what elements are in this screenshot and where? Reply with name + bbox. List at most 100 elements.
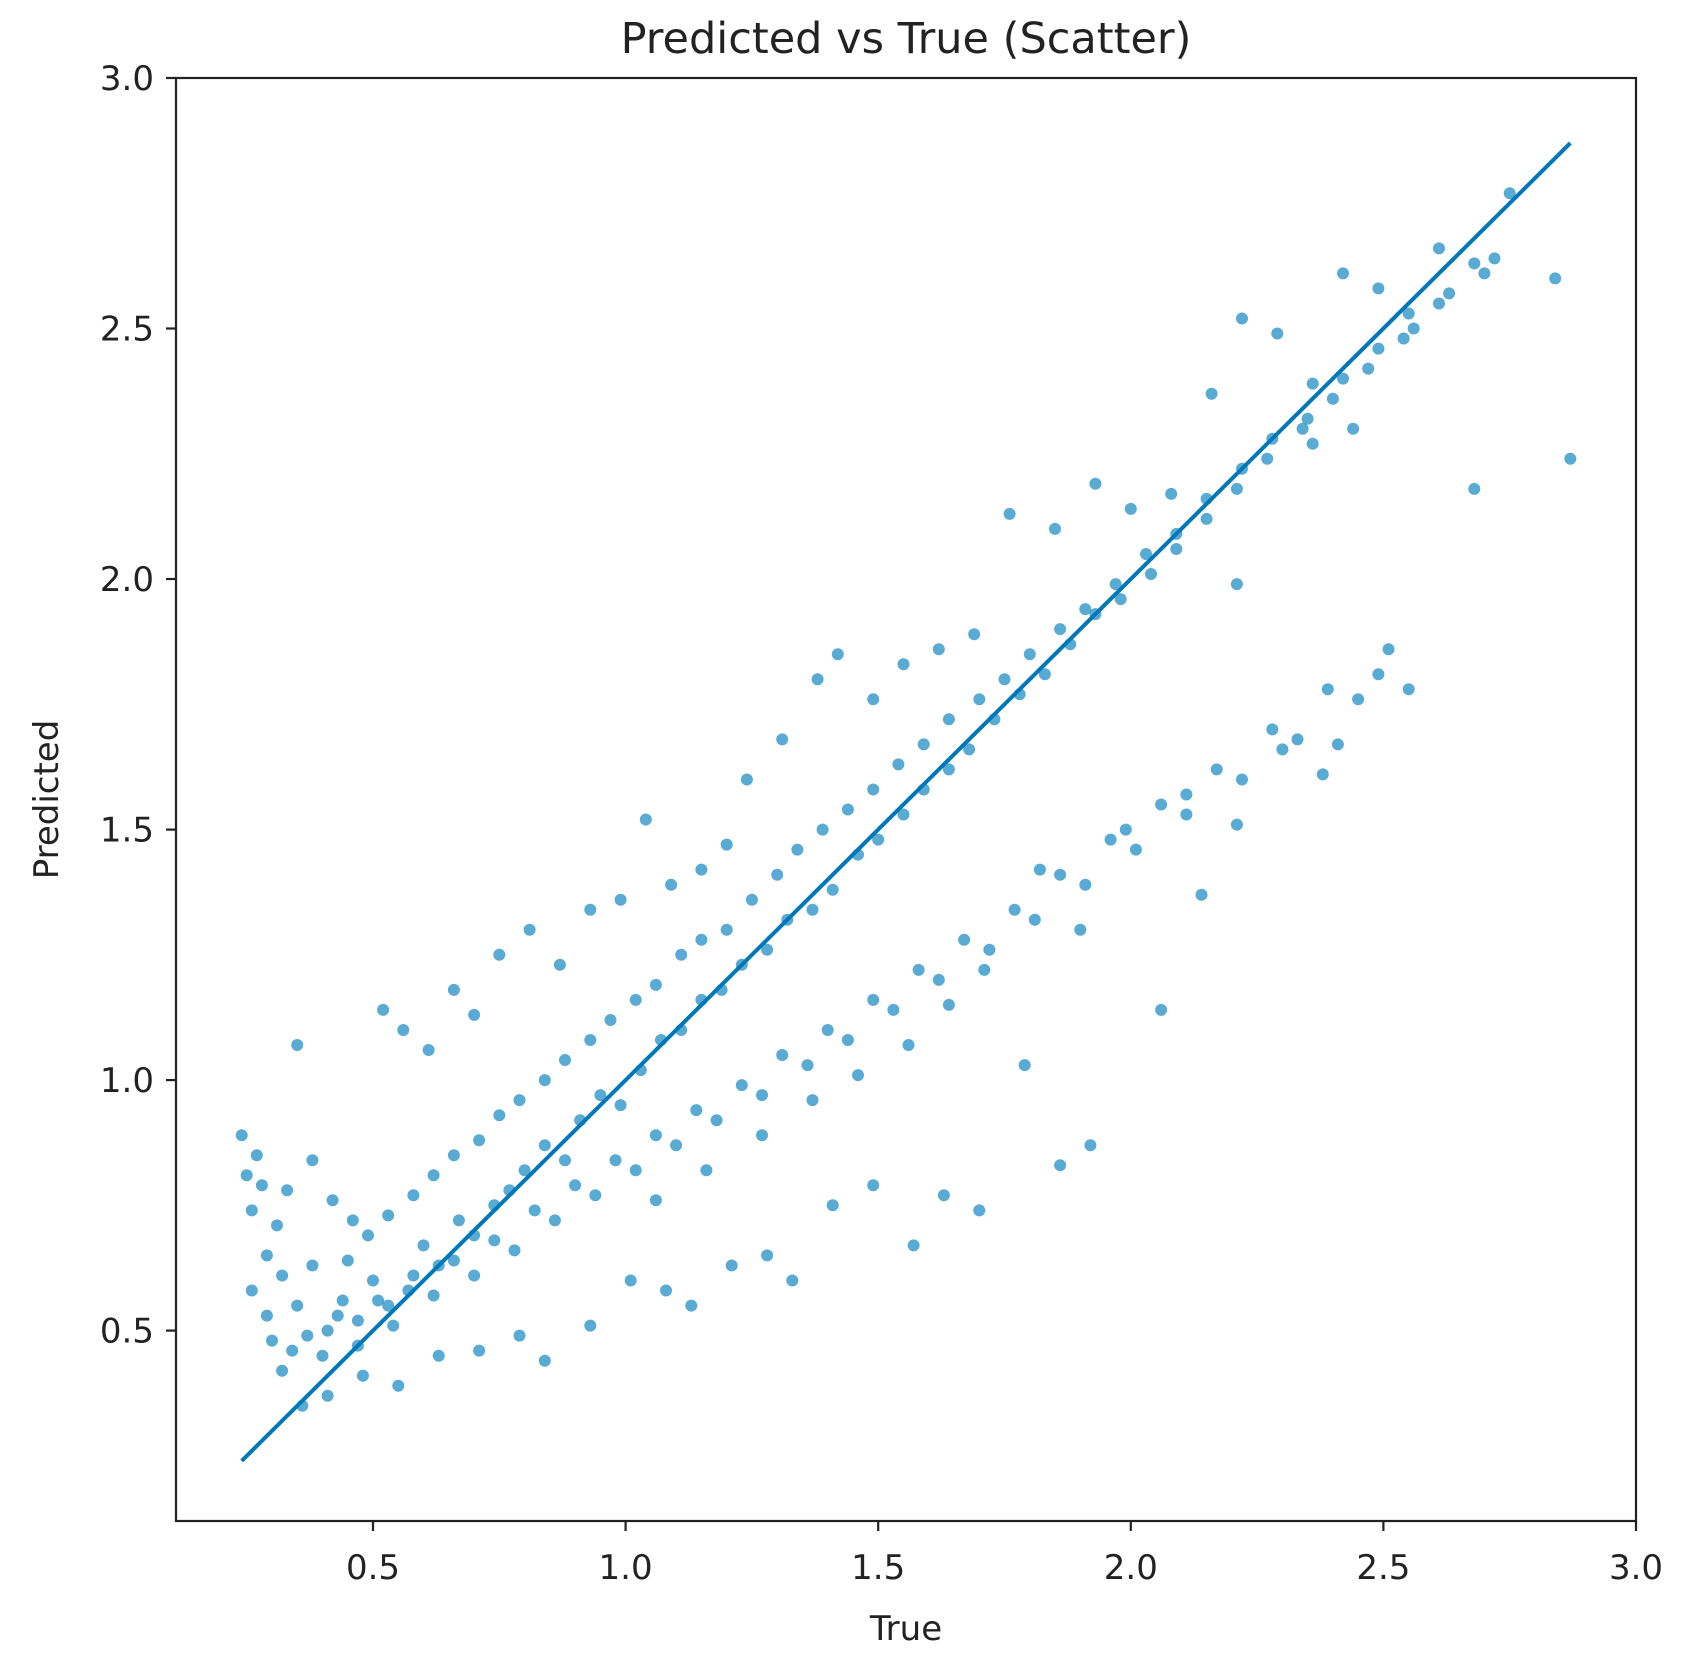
scatter-point-40 xyxy=(1205,387,1218,400)
identity-line xyxy=(240,141,1572,1463)
scatter-point-175 xyxy=(745,893,758,906)
scatter-point-49 xyxy=(1503,187,1516,200)
scatter-point-222 xyxy=(690,1104,703,1117)
x-axis-label: True xyxy=(869,1609,942,1649)
scatter-point-157 xyxy=(341,1254,354,1267)
scatter-point-38 xyxy=(1124,502,1137,515)
scatter-point-66 xyxy=(761,1249,774,1262)
scatter-point-72 xyxy=(973,1204,986,1217)
scatter-point-36 xyxy=(1049,522,1061,535)
scatter-point-35 xyxy=(1003,507,1016,520)
x-axis-ticks: 0.5 1.0 1.5 2.0 2.5 3.0 xyxy=(346,1521,1663,1588)
scatter-point-84 xyxy=(1468,482,1481,495)
scatter-point-207 xyxy=(387,1319,400,1332)
y-tick-label-2: 1.0 xyxy=(100,1061,154,1101)
scatter-point-26 xyxy=(720,838,733,851)
scatter-point-27 xyxy=(740,773,753,786)
scatter-point-59 xyxy=(513,1329,526,1342)
scatter-point-94 xyxy=(942,998,955,1011)
scatter-point-62 xyxy=(624,1274,637,1287)
scatter-point-196 xyxy=(1337,372,1349,385)
scatter-point-225 xyxy=(756,1089,768,1102)
scatter-point-89 xyxy=(1180,788,1193,801)
scatter-point-97 xyxy=(806,1094,819,1107)
scatter-point-213 xyxy=(508,1244,521,1257)
scatter-point-32 xyxy=(897,658,910,671)
scatter-point-116 xyxy=(594,1089,607,1102)
scatter-point-169 xyxy=(604,1014,617,1026)
scatter-point-31 xyxy=(867,693,880,706)
scatter-point-42 xyxy=(1271,327,1284,340)
scatter-point-195 xyxy=(1301,412,1314,425)
scatter-point-224 xyxy=(735,1079,748,1092)
scatter-point-226 xyxy=(776,1049,789,1061)
scatter-point-229 xyxy=(841,1034,854,1046)
scatter-point-212 xyxy=(488,1234,501,1247)
scatter-point-106 xyxy=(417,1239,430,1252)
scatter-point-50 xyxy=(1549,272,1562,285)
scatter-point-95 xyxy=(902,1039,915,1051)
scatter-point-11 xyxy=(326,1194,339,1207)
scatter-point-158 xyxy=(362,1229,374,1242)
scatter-point-249 xyxy=(1352,693,1365,706)
scatter-point-155 xyxy=(306,1259,319,1272)
scatter-point-232 xyxy=(912,963,925,976)
scatter-point-165 xyxy=(513,1094,526,1107)
scatter-point-200 xyxy=(1488,252,1501,265)
scatter-point-18 xyxy=(493,948,506,961)
scatter-point-160 xyxy=(407,1189,420,1202)
scatter-point-146 xyxy=(1326,392,1339,405)
scatter-point-76 xyxy=(1155,1003,1168,1016)
scatter-point-144 xyxy=(1261,452,1274,465)
scatter-point-104 xyxy=(382,1299,395,1312)
scatter-point-240 xyxy=(1104,833,1117,846)
scatter-point-243 xyxy=(1180,808,1193,821)
scatter-point-150 xyxy=(1478,267,1491,280)
scatter-point-177 xyxy=(791,843,804,856)
scatter-point-15 xyxy=(422,1044,435,1056)
scatter-point-132 xyxy=(942,763,955,776)
scatter-point-28 xyxy=(776,733,789,746)
scatter-point-90 xyxy=(1119,823,1132,836)
scatter-point-148 xyxy=(1397,332,1410,345)
scatter-point-82 xyxy=(1372,668,1385,681)
scatter-point-20 xyxy=(553,958,566,971)
scatter-point-14 xyxy=(397,1024,410,1036)
scatter-point-85 xyxy=(1564,452,1577,465)
scatter-point-202 xyxy=(301,1329,314,1342)
scatter-point-234 xyxy=(958,933,971,946)
scatter-point-87 xyxy=(1306,437,1319,450)
scatter-point-182 xyxy=(917,738,930,751)
scatter-point-235 xyxy=(983,943,996,956)
scatter-point-178 xyxy=(816,823,829,836)
scatter-point-164 xyxy=(493,1109,506,1122)
x-tick-label-2: 1.0 xyxy=(599,1548,653,1588)
scatter-point-174 xyxy=(720,923,733,936)
scatter-point-166 xyxy=(538,1074,551,1087)
scatter-point-181 xyxy=(892,758,905,771)
scatter-point-142 xyxy=(1200,512,1213,525)
scatter-point-93 xyxy=(978,963,991,976)
scatter-point-127 xyxy=(826,883,839,896)
scatter-point-129 xyxy=(872,833,885,846)
scatter-point-64 xyxy=(685,1299,698,1312)
scatter-point-45 xyxy=(1372,282,1385,295)
scatter-point-103 xyxy=(367,1274,379,1287)
scatter-point-163 xyxy=(473,1134,486,1147)
scatter-point-69 xyxy=(867,1179,880,1192)
y-tick-label-3: 1.5 xyxy=(100,811,154,851)
scatter-point-190 xyxy=(1140,548,1152,560)
scatter-point-81 xyxy=(1331,738,1344,751)
scatter-point-6 xyxy=(260,1249,273,1262)
scatter-point-197 xyxy=(1372,342,1385,355)
scatter-point-230 xyxy=(867,993,880,1006)
scatter-point-238 xyxy=(1054,868,1067,881)
scatter-point-67 xyxy=(786,1274,799,1287)
x-tick-label-4: 2.0 xyxy=(1104,1548,1158,1588)
scatter-point-92 xyxy=(1033,863,1046,876)
scatter-point-143 xyxy=(1230,482,1243,495)
y-tick-label-5: 2.5 xyxy=(100,310,154,350)
scatter-point-73 xyxy=(1018,1059,1031,1072)
scatter-point-204 xyxy=(331,1309,344,1322)
scatter-point-145 xyxy=(1296,422,1309,435)
